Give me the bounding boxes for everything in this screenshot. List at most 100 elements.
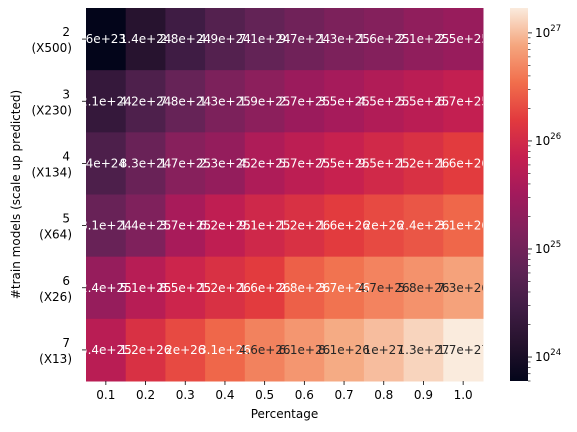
cell-value-label: 3.1e+26 <box>437 219 489 233</box>
cell-value-label: 3.1e+26 <box>199 343 251 357</box>
cell-value-label: 2.3e+25 <box>199 156 251 170</box>
cell-value-label: 3.7e+25 <box>159 219 211 233</box>
heatmap-cell <box>363 132 405 195</box>
y-tick-sublabel: (X134) <box>32 165 73 179</box>
heatmap-cell <box>403 256 444 320</box>
cell-value-label: 4.2e+25 <box>239 156 291 170</box>
cell-value-label: 2.4e+25 <box>80 281 132 295</box>
heatmap-cell <box>205 70 246 133</box>
cell-value-label: 7.5e+25 <box>318 156 370 170</box>
cell-value-label: 1e+27 <box>364 343 404 357</box>
heatmap-cell <box>443 8 484 71</box>
heatmap-cell <box>86 132 127 195</box>
heatmap-cell <box>284 256 325 320</box>
y-tick-label: 7 <box>62 336 70 350</box>
cell-value-label: 1.6e+25 <box>358 32 410 46</box>
heatmap-cell <box>165 318 206 382</box>
heatmap-cell <box>284 8 325 71</box>
y-tick-sublabel: (X13) <box>39 352 72 366</box>
cell-value-label: 6e+23 <box>86 32 126 46</box>
cell-value-label: 6.1e+26 <box>278 343 330 357</box>
heatmap-cell <box>324 194 365 258</box>
heatmap-cell <box>244 194 285 258</box>
cell-value-label: 5.8e+26 <box>398 281 450 295</box>
heatmap-cells <box>86 8 484 382</box>
heatmap-cell <box>363 70 405 133</box>
cell-value-label: 1.3e+27 <box>398 343 450 357</box>
y-axis-label: #train models (scale up predicted) <box>9 90 23 299</box>
heatmap-cell <box>284 70 325 133</box>
cell-value-label: 2e+26 <box>364 219 404 233</box>
heatmap-cell <box>403 318 444 382</box>
heatmap-cell <box>363 256 405 320</box>
heatmap-cell <box>403 132 444 195</box>
heatmap-cell <box>284 132 325 195</box>
y-tick-label: 4 <box>62 149 70 163</box>
cell-value-label: 5.5e+25 <box>398 94 450 108</box>
cell-value-label: 4.5e+25 <box>358 94 410 108</box>
cell-value-label: 5.7e+25 <box>278 156 330 170</box>
colorbar-tick-exponent: 25 <box>550 240 561 250</box>
cell-value-label: 8.1e+24 <box>80 219 132 233</box>
cell-value-label: 3.7e+26 <box>318 281 370 295</box>
colorbar-tick-exponent: 26 <box>550 132 561 142</box>
cell-value-label: 2.7e+25 <box>278 94 330 108</box>
heatmap-cell <box>284 318 325 382</box>
heatmap-cell <box>443 318 484 382</box>
x-tick-label: 0.6 <box>295 388 314 402</box>
cell-value-label: 1.2e+26 <box>398 156 450 170</box>
heatmap-cell <box>125 256 166 320</box>
heatmap-cell <box>205 8 246 71</box>
cell-value-label: 1.3e+25 <box>199 94 251 108</box>
cell-value-label: 8.5e+25 <box>159 281 211 295</box>
cell-value-label: 2.1e+25 <box>398 32 450 46</box>
cell-value-label: 4.2e+24 <box>120 94 172 108</box>
y-tick-sublabel: (X26) <box>39 290 72 304</box>
cell-value-label: 3.5e+25 <box>318 94 370 108</box>
colorbar-gradient <box>510 8 528 381</box>
colorbar-tick-exponent: 27 <box>550 24 561 34</box>
heatmap-cell <box>244 256 285 320</box>
heatmap-cell <box>363 194 405 258</box>
x-tick-label: 0.9 <box>414 388 433 402</box>
heatmap-cell <box>125 132 166 195</box>
heatmap-cell <box>165 70 206 133</box>
colorbar-tick-label: 1026 <box>535 132 561 148</box>
colorbar-tick-exponent: 24 <box>550 348 561 358</box>
heatmap-cell <box>165 256 206 320</box>
cell-value-label: 1.2e+26 <box>120 343 172 357</box>
cell-value-label: 1.3e+25 <box>318 32 370 46</box>
heatmap-cell <box>443 132 484 195</box>
heatmap-cell <box>125 318 166 382</box>
cell-value-label: 5.1e+25 <box>120 281 172 295</box>
colorbar-tick-label: 1027 <box>535 24 561 40</box>
heatmap-cell <box>403 194 444 258</box>
cell-value-label: 2.1e+24 <box>80 94 132 108</box>
heatmap-cell <box>324 132 365 195</box>
x-axis-label: Percentage <box>251 407 319 421</box>
cell-value-label: 2.5e+25 <box>437 32 489 46</box>
cell-value-label: 4.9e+24 <box>199 32 251 46</box>
x-tick-label: 0.1 <box>96 388 115 402</box>
heatmap-cell <box>86 194 127 258</box>
cell-value-label: 8.1e+26 <box>318 343 370 357</box>
heatmap-cell <box>324 318 365 382</box>
heatmap-cell <box>165 194 206 258</box>
x-tick-label: 0.4 <box>215 388 234 402</box>
heatmap-cell <box>205 132 246 195</box>
heatmap-cell <box>125 194 166 258</box>
cell-value-label: 4e+24 <box>86 156 126 170</box>
cell-value-label: 7.8e+24 <box>159 94 211 108</box>
cell-value-label: 6.7e+25 <box>437 94 489 108</box>
heatmap-cell <box>284 194 325 258</box>
cell-value-label: 9.7e+24 <box>278 32 330 46</box>
cell-value-label: 1.4e+25 <box>120 219 172 233</box>
x-tick-label: 0.3 <box>176 388 195 402</box>
cell-value-label: 7.3e+26 <box>437 281 489 295</box>
cell-value-label: 2.4e+26 <box>398 219 450 233</box>
y-tick-sublabel: (X230) <box>32 103 73 117</box>
heatmap-cell <box>244 70 285 133</box>
x-tick-label: 0.5 <box>255 388 274 402</box>
heatmap-cell <box>86 256 127 320</box>
